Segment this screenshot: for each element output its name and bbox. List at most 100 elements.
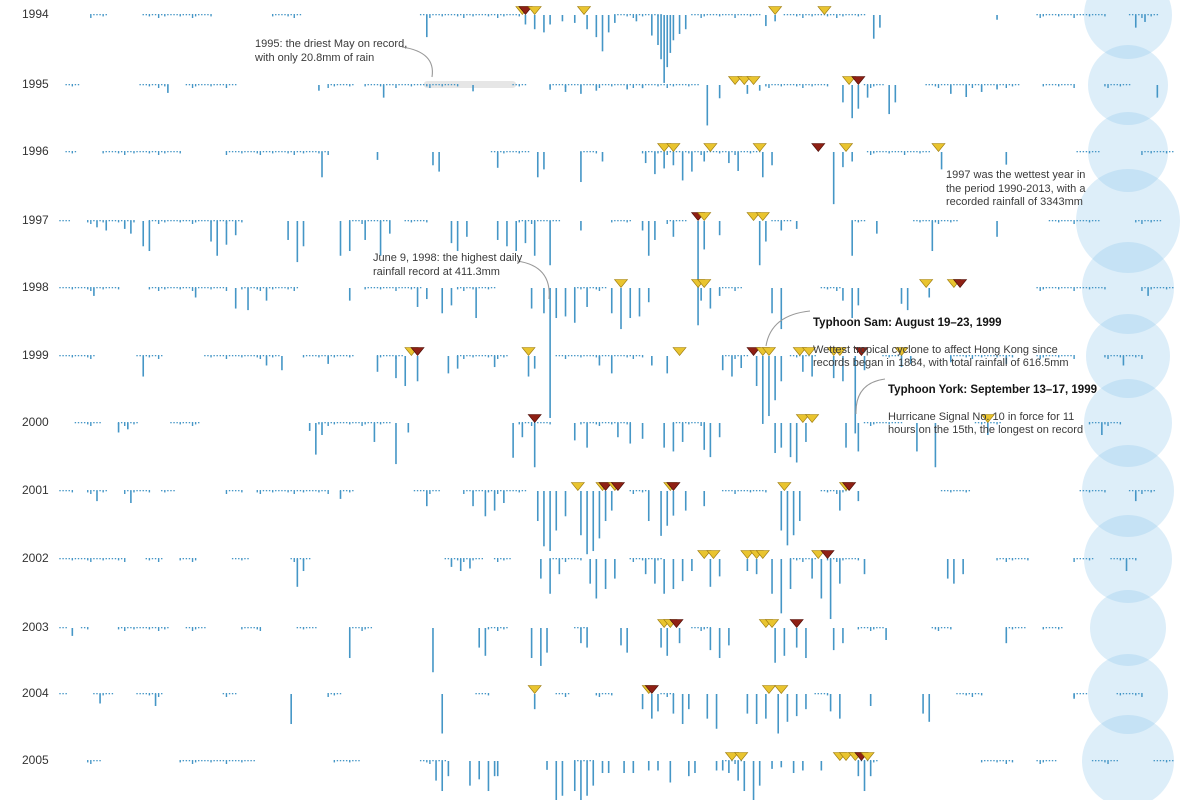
trace-rain-dot — [980, 760, 983, 763]
daily-rainfall-bar — [617, 423, 619, 438]
daily-rainfall-bar — [857, 423, 860, 452]
trace-rain-dot — [398, 355, 400, 357]
daily-rainfall-bar — [946, 559, 949, 579]
daily-rainfall-bar — [962, 559, 964, 575]
daily-rainfall-bar — [644, 152, 647, 164]
trace-rain-dot — [1153, 490, 1155, 492]
trace-rain-dot — [419, 490, 422, 492]
daily-rainfall-bar — [857, 288, 860, 306]
trace-rain-dot — [253, 287, 255, 289]
trace-rain-dot — [540, 220, 542, 222]
annotation-typhoon-sam: Typhoon Sam: August 19–23, 1999 Wettest … — [813, 303, 1069, 384]
trace-rain-dot — [601, 693, 604, 695]
trace-rain-dot — [832, 287, 835, 289]
daily-rainfall-bar — [688, 761, 690, 777]
daily-rainfall-bar — [654, 221, 656, 240]
typhoon-signal-marker — [817, 6, 832, 15]
trace-rain-dot — [355, 627, 357, 629]
trace-rain-dot — [407, 220, 410, 222]
trace-rain-dot — [342, 84, 345, 86]
typhoon-signal-marker — [410, 347, 425, 356]
trace-rain-dot — [1125, 558, 1128, 560]
trace-rain-dot — [685, 151, 687, 153]
daily-rainfall-bar — [900, 356, 903, 368]
trace-rain-dot — [342, 422, 345, 424]
trace-rain-dot — [1144, 151, 1146, 153]
daily-rainfall-bar — [928, 288, 931, 298]
trace-rain-dot — [367, 627, 369, 629]
trace-rain-dot — [1073, 355, 1075, 359]
trace-rain-dot — [182, 760, 184, 762]
trace-rain-dot — [59, 490, 61, 492]
daily-rainfall-bar — [672, 559, 675, 590]
trace-rain-dot — [349, 84, 351, 87]
trace-rain-dot — [1039, 14, 1041, 18]
trace-rain-dot — [395, 84, 397, 88]
daily-rainfall-bar — [1122, 356, 1125, 366]
daily-rainfall-bar — [543, 15, 545, 33]
trace-rain-dot — [447, 14, 450, 16]
trace-rain-dot — [1116, 558, 1118, 560]
trace-rain-dot — [130, 422, 132, 424]
trace-rain-dot — [167, 490, 169, 492]
typhoon-signal-marker — [792, 347, 807, 356]
trace-rain-dot — [450, 14, 453, 16]
daily-rainfall-bar — [601, 15, 604, 52]
trace-rain-dot — [1153, 760, 1155, 762]
trace-rain-dot — [580, 558, 582, 561]
trace-rain-dot — [262, 490, 265, 492]
trace-rain-dot — [518, 84, 520, 87]
trace-rain-dot — [299, 490, 302, 492]
trace-rain-dot — [635, 84, 638, 86]
trace-rain-dot — [746, 490, 749, 492]
trace-rain-dot — [660, 151, 662, 153]
trace-rain-dot — [820, 693, 823, 695]
trace-rain-dot — [148, 558, 151, 561]
trace-rain-dot — [370, 287, 373, 289]
trace-rain-dot — [1073, 558, 1075, 562]
trace-rain-dot — [219, 760, 221, 762]
daily-rainfall-bar — [842, 152, 844, 168]
daily-rainfall-bar — [629, 423, 632, 444]
trace-rain-dot — [253, 355, 255, 357]
daily-rainfall-bar — [154, 694, 157, 707]
trace-rain-dot — [614, 14, 616, 16]
trace-rain-dot — [722, 490, 724, 492]
trace-rain-dot — [950, 220, 952, 223]
trace-rain-dot — [669, 693, 672, 695]
trace-rain-dot — [423, 14, 425, 16]
trace-rain-dot — [913, 220, 915, 222]
trace-rain-dot — [407, 84, 410, 86]
trace-rain-dot — [281, 14, 283, 16]
trace-rain-dot — [170, 422, 172, 424]
trace-rain-dot — [185, 558, 188, 560]
trace-rain-dot — [648, 558, 650, 560]
trace-rain-dot — [71, 558, 74, 561]
daily-rainfall-bar — [795, 694, 798, 717]
trace-rain-dot — [201, 14, 203, 16]
trace-rain-dot — [74, 151, 77, 153]
trace-rain-dot — [617, 84, 619, 86]
trace-rain-dot — [1051, 14, 1054, 16]
daily-rainfall-bar — [573, 761, 576, 792]
trace-rain-dot — [931, 84, 934, 86]
trace-rain-dot — [706, 151, 709, 153]
trace-rain-dot — [583, 355, 585, 357]
trace-rain-dot — [956, 693, 958, 695]
daily-rainfall-bar — [672, 221, 675, 237]
trace-rain-dot — [820, 287, 823, 289]
daily-rainfall-bar — [681, 423, 684, 442]
trace-rain-dot — [1054, 355, 1057, 357]
trace-rain-dot — [734, 490, 736, 494]
daily-rainfall-bar — [721, 761, 724, 771]
trace-rain-dot — [74, 355, 77, 357]
daily-rainfall-bar — [438, 152, 440, 172]
trace-rain-dot — [216, 84, 218, 86]
annual-total-circle — [1084, 379, 1172, 467]
trace-rain-dot — [999, 355, 1001, 357]
trace-rain-dot — [1061, 627, 1063, 629]
trace-rain-dot — [1042, 760, 1044, 763]
trace-rain-dot — [1119, 558, 1122, 561]
trace-rain-dot — [700, 14, 702, 18]
trace-rain-dot — [823, 84, 826, 86]
